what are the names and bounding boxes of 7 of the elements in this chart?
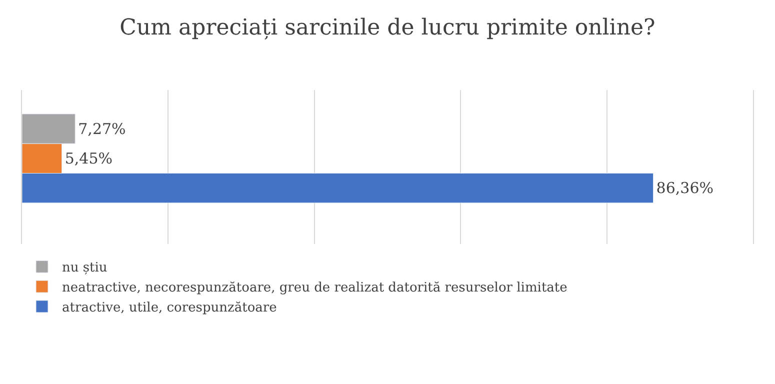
legend-label: neatractive, necorespunzătoare, greu de realizat datorită resurselor limitate: [62, 280, 568, 296]
data-label: 7,27%: [78, 120, 126, 138]
legend-label: nu știu: [62, 260, 108, 276]
legend-label: atractive, utile, corespunzătoare: [62, 300, 278, 316]
data-label: 5,45%: [64, 149, 112, 168]
data-label: 86,36%: [656, 179, 714, 198]
chart-title: Cum apreciați sarcinile de lucru primite online?: [120, 16, 656, 41]
